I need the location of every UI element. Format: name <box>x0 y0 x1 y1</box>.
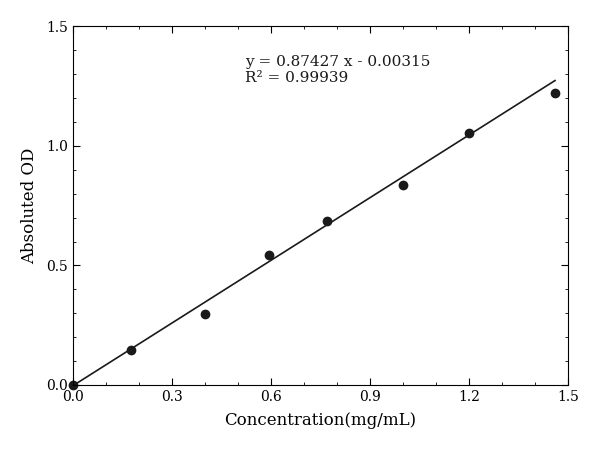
Point <box>200 311 210 318</box>
X-axis label: Concentration(mg/mL): Concentration(mg/mL) <box>224 412 416 429</box>
Point <box>126 346 136 353</box>
Point <box>398 182 408 189</box>
Point <box>265 251 274 258</box>
Y-axis label: Absoluted OD: Absoluted OD <box>21 148 38 264</box>
Point <box>464 129 474 136</box>
Point <box>322 218 332 225</box>
Point <box>550 90 560 97</box>
Point <box>68 381 78 388</box>
Text: y = 0.87427 x - 0.00315
R² = 0.99939: y = 0.87427 x - 0.00315 R² = 0.99939 <box>245 55 430 85</box>
